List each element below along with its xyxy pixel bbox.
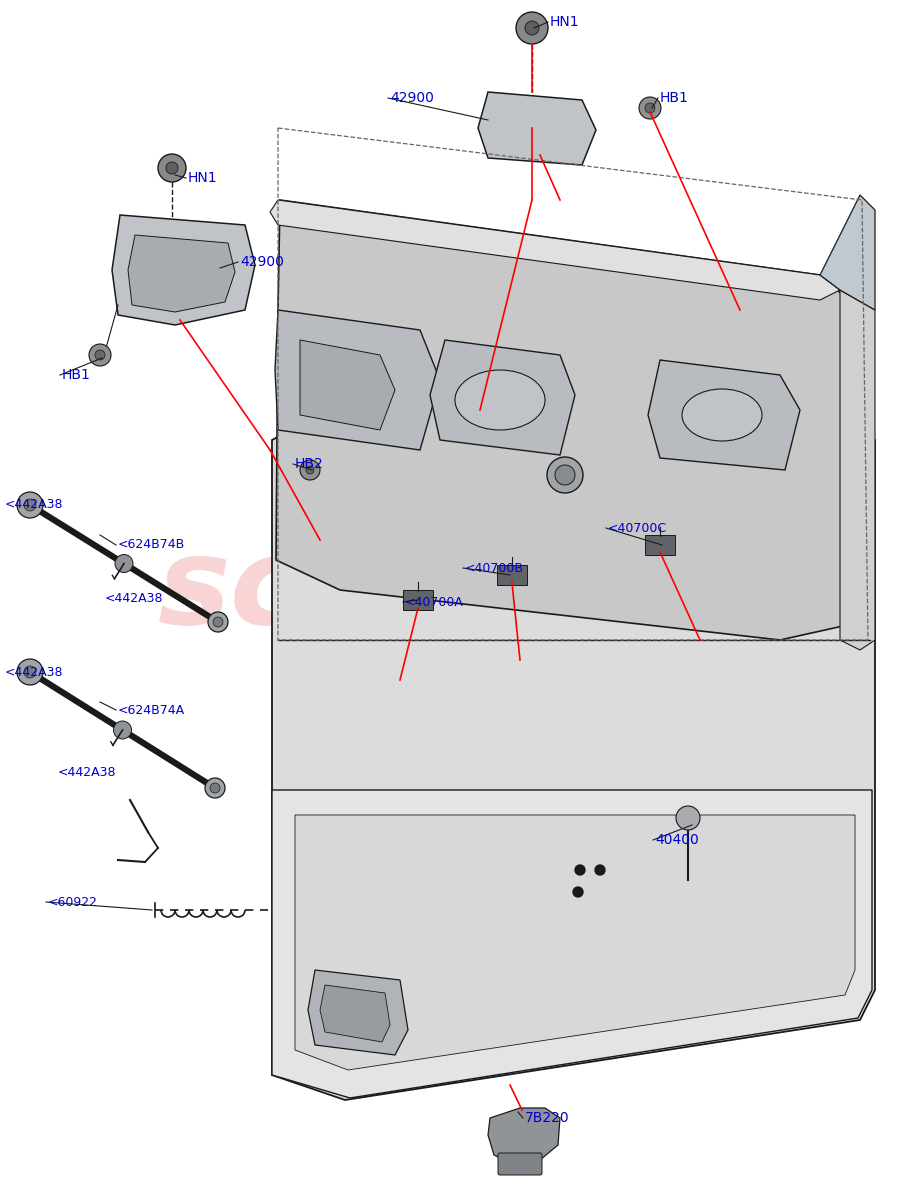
Circle shape <box>17 659 43 685</box>
Circle shape <box>306 466 314 474</box>
Circle shape <box>158 154 186 182</box>
Circle shape <box>676 806 700 830</box>
FancyBboxPatch shape <box>645 535 675 554</box>
Circle shape <box>89 344 111 366</box>
Circle shape <box>555 464 575 485</box>
FancyBboxPatch shape <box>497 565 527 584</box>
Text: HB1: HB1 <box>660 91 689 104</box>
Polygon shape <box>488 1108 560 1165</box>
Polygon shape <box>430 340 575 455</box>
Circle shape <box>516 12 548 44</box>
Text: <40700C: <40700C <box>608 522 667 534</box>
Circle shape <box>525 20 539 35</box>
Ellipse shape <box>455 370 545 430</box>
Text: <624B74B: <624B74B <box>118 539 185 552</box>
Circle shape <box>210 782 220 793</box>
Text: scuderia: scuderia <box>157 532 745 648</box>
Polygon shape <box>275 310 440 450</box>
Circle shape <box>595 865 605 875</box>
Text: c  a  r    p  a  r  t  s: c a r p a r t s <box>348 640 554 660</box>
Text: 40400: 40400 <box>655 833 699 847</box>
Circle shape <box>115 554 133 572</box>
FancyBboxPatch shape <box>403 590 433 610</box>
Text: <442A38: <442A38 <box>105 592 163 605</box>
Text: <624B74A: <624B74A <box>118 703 185 716</box>
Polygon shape <box>840 290 875 650</box>
Polygon shape <box>648 360 800 470</box>
Circle shape <box>208 612 228 632</box>
Circle shape <box>639 97 661 119</box>
Text: <40700B: <40700B <box>465 562 524 575</box>
Text: HB2: HB2 <box>295 457 324 470</box>
Circle shape <box>205 778 225 798</box>
Polygon shape <box>478 92 596 164</box>
Circle shape <box>24 666 36 678</box>
Text: <442A38: <442A38 <box>58 766 116 779</box>
Polygon shape <box>112 215 255 325</box>
Polygon shape <box>272 390 875 1100</box>
Polygon shape <box>272 790 872 1098</box>
Text: <60922: <60922 <box>48 895 98 908</box>
Polygon shape <box>820 194 875 310</box>
Circle shape <box>114 721 132 739</box>
Text: HN1: HN1 <box>188 170 217 185</box>
Text: 42900: 42900 <box>240 254 284 269</box>
Polygon shape <box>128 235 235 312</box>
Ellipse shape <box>682 389 762 440</box>
Text: 42900: 42900 <box>390 91 434 104</box>
Circle shape <box>300 460 320 480</box>
Polygon shape <box>300 340 395 430</box>
Text: <40700A: <40700A <box>405 595 464 608</box>
Circle shape <box>575 865 585 875</box>
Circle shape <box>645 103 655 113</box>
Circle shape <box>166 162 178 174</box>
Polygon shape <box>270 200 840 300</box>
Circle shape <box>573 887 583 898</box>
Circle shape <box>17 492 43 518</box>
Polygon shape <box>295 815 855 1070</box>
Text: 7B220: 7B220 <box>525 1111 570 1126</box>
Circle shape <box>213 617 223 626</box>
Polygon shape <box>276 200 870 640</box>
Text: <442A38: <442A38 <box>5 666 63 678</box>
Polygon shape <box>308 970 408 1055</box>
Text: HB1: HB1 <box>62 368 91 382</box>
Circle shape <box>95 350 105 360</box>
Circle shape <box>547 457 583 493</box>
Text: HN1: HN1 <box>550 14 580 29</box>
Text: <442A38: <442A38 <box>5 498 63 511</box>
FancyBboxPatch shape <box>498 1153 542 1175</box>
Circle shape <box>24 499 36 511</box>
Polygon shape <box>320 985 390 1042</box>
